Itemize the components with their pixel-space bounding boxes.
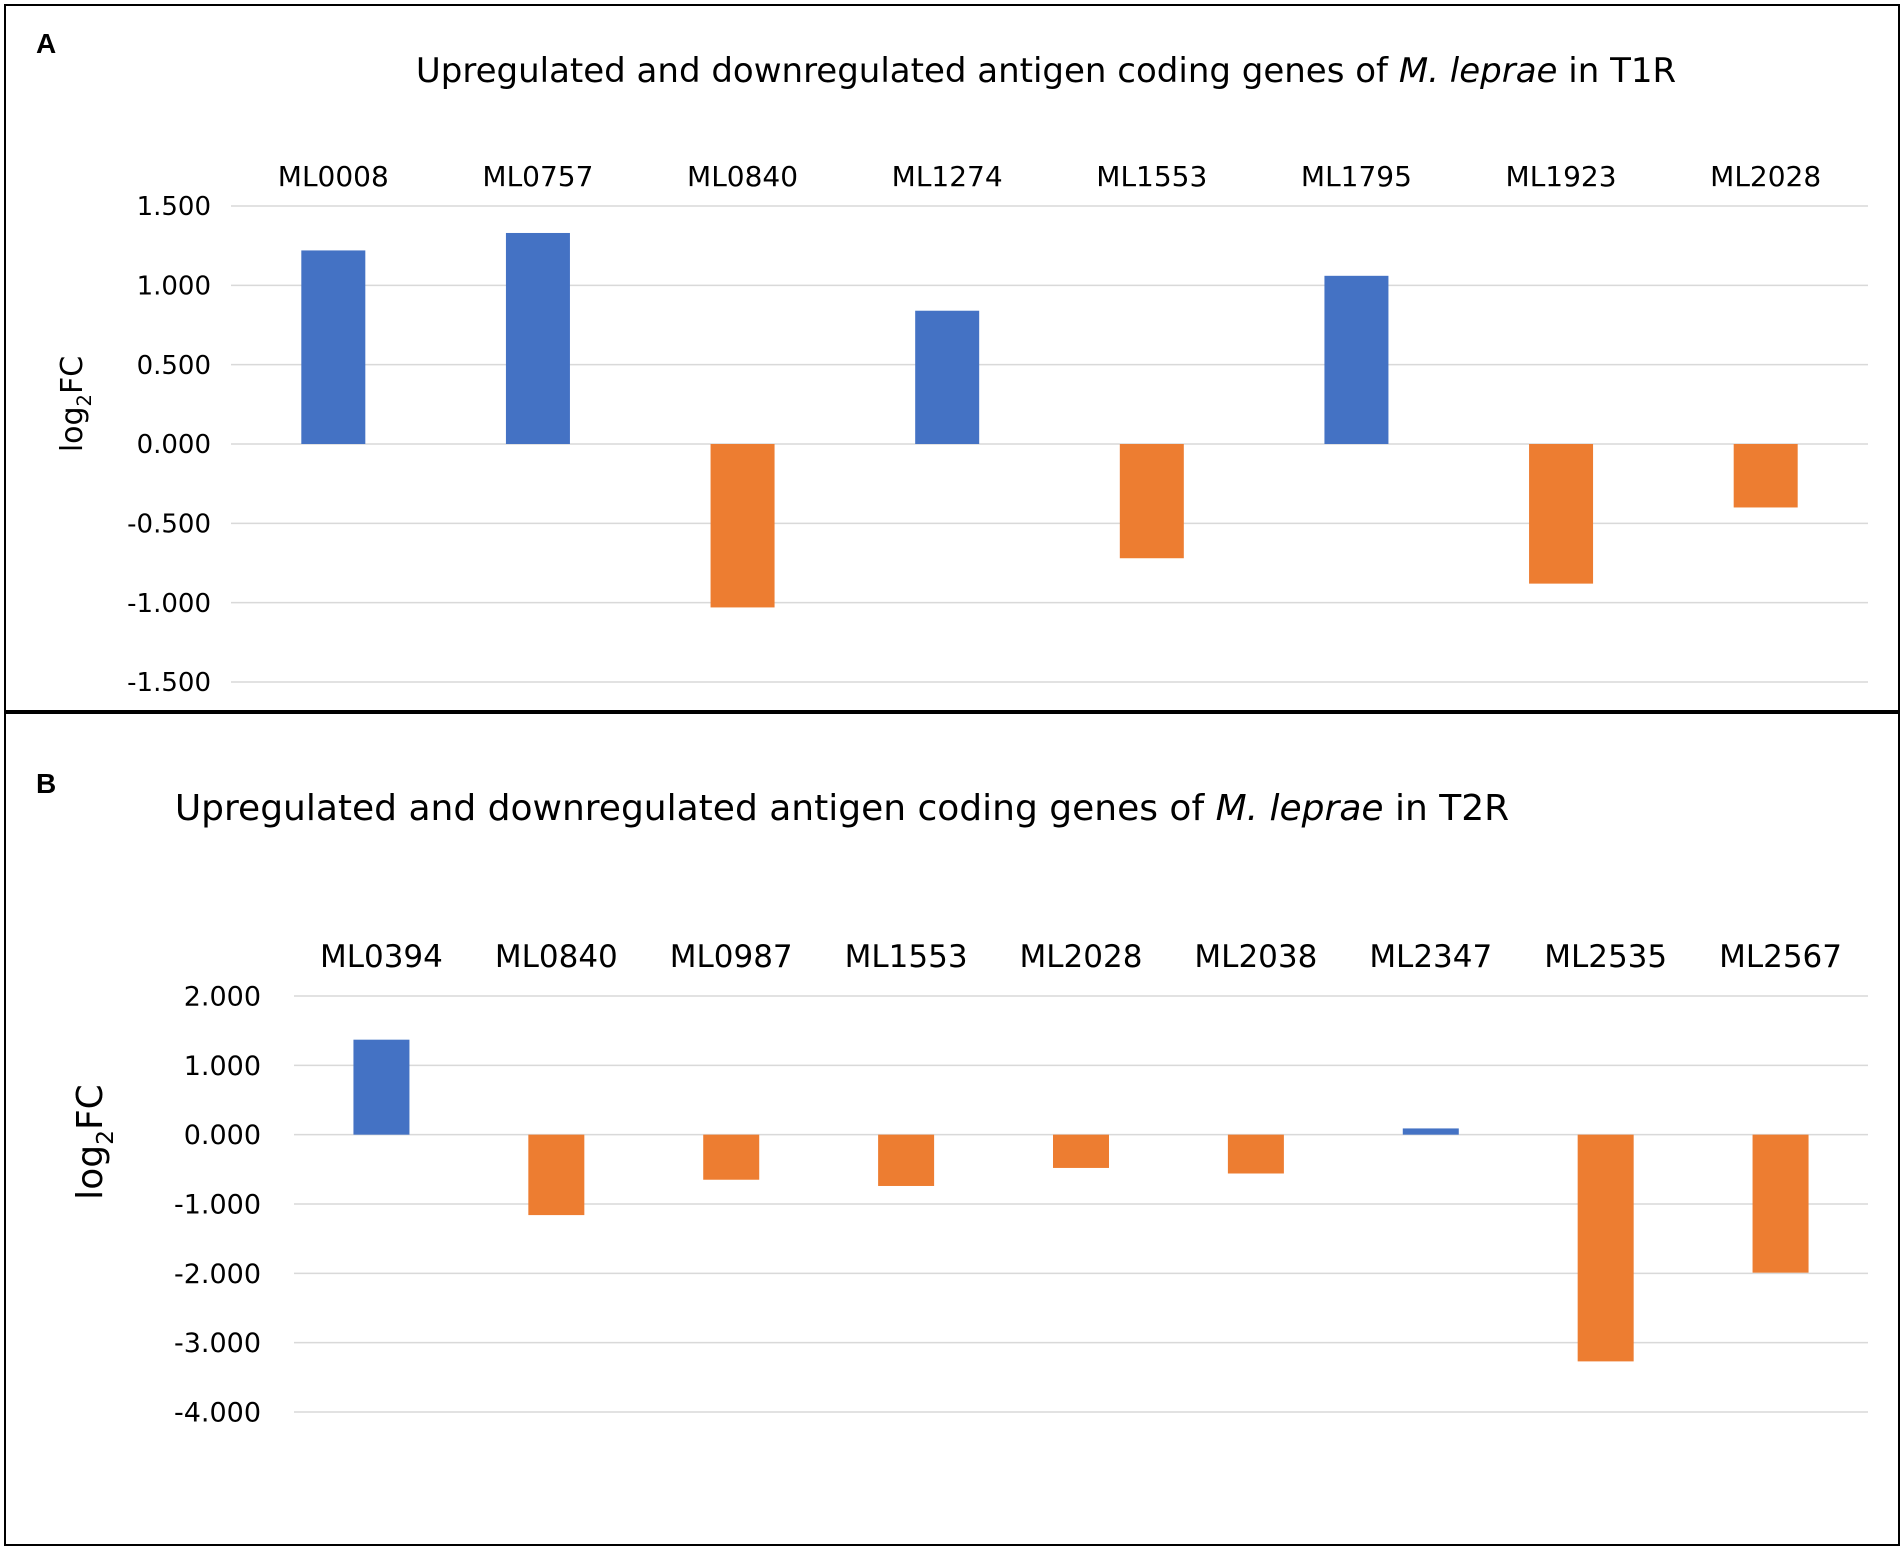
bar-ml2038: [1227, 1134, 1284, 1174]
y-tick-label: 1.000: [137, 271, 211, 301]
category-label: ML2567: [1719, 939, 1842, 975]
chart-title-part: M. leprae: [1216, 788, 1384, 829]
panel-b: B Upregulated and downregulated antigen …: [4, 712, 1900, 1546]
bar-ml1923: [1529, 444, 1594, 584]
chart-title-part: Upregulated and downregulated antigen co…: [175, 788, 1216, 829]
y-axis-label-main: log: [55, 406, 90, 452]
y-tick-label: -1.000: [174, 1189, 261, 1220]
panel-b-letter: B: [36, 768, 57, 799]
category-label: ML2038: [1194, 939, 1317, 975]
bar-ml2028: [1053, 1134, 1109, 1168]
bar-ml0008: [301, 250, 366, 444]
bar-ml0757: [505, 232, 570, 444]
y-axis-label-rest: FC: [55, 356, 90, 394]
y-tick-label: -2.000: [174, 1259, 261, 1290]
category-label: ML2028: [1710, 160, 1821, 193]
bar-ml1274: [915, 310, 980, 444]
chart-a: Upregulated and downregulated antigen co…: [55, 51, 1868, 698]
chart-title: Upregulated and downregulated antigen co…: [175, 788, 1509, 829]
bar-ml2028: [1733, 444, 1798, 508]
y-tick-label: 1.000: [184, 1051, 261, 1082]
category-label: ML0394: [320, 939, 443, 975]
category-label: ML1553: [1096, 160, 1207, 193]
y-tick-label: 0.000: [137, 430, 211, 460]
y-axis-label-sub: 2: [91, 1130, 119, 1145]
panel-a: A Upregulated and downregulated antigen …: [4, 4, 1900, 712]
category-label: ML0757: [482, 160, 593, 193]
y-tick-label: -1.500: [127, 668, 211, 698]
y-axis-label: log2FC: [70, 1084, 119, 1200]
y-tick-label: -0.500: [127, 509, 211, 539]
y-tick-label: 0.000: [184, 1120, 261, 1151]
y-tick-label: -3.000: [174, 1328, 261, 1359]
y-tick-label: 1.500: [137, 192, 211, 222]
chart-title-part: Upregulated and downregulated antigen co…: [416, 51, 1399, 91]
y-axis-label-sub: 2: [73, 394, 96, 406]
category-label: ML2347: [1369, 939, 1492, 975]
bar-ml1553: [878, 1134, 935, 1186]
y-axis-label-main: log: [70, 1145, 111, 1200]
bar-ml2567: [1752, 1134, 1809, 1273]
category-label: ML2028: [1020, 939, 1143, 975]
category-label: ML1274: [892, 160, 1003, 193]
chart-title-part: in T2R: [1384, 788, 1510, 829]
category-label: ML0840: [495, 939, 618, 975]
category-label: ML0008: [278, 160, 389, 193]
category-label: ML1795: [1301, 160, 1412, 193]
y-tick-label: -1.000: [127, 589, 211, 619]
bar-ml1795: [1324, 275, 1389, 444]
category-label: ML2535: [1544, 939, 1667, 975]
bar-ml2535: [1577, 1134, 1634, 1362]
bar-ml0987: [703, 1134, 760, 1180]
chart-title-part: in T1R: [1557, 51, 1676, 91]
y-tick-label: 2.000: [184, 981, 261, 1012]
bar-ml0840: [528, 1134, 585, 1216]
category-label: ML0987: [670, 939, 793, 975]
bar-ml1553: [1119, 444, 1184, 559]
y-tick-label: -4.000: [174, 1397, 261, 1428]
bar-ml0394: [353, 1039, 410, 1135]
chart-title-part: M. leprae: [1399, 51, 1558, 91]
chart-title: Upregulated and downregulated antigen co…: [416, 51, 1676, 91]
y-axis-label: log2FC: [55, 356, 96, 452]
y-axis-label-rest: FC: [70, 1084, 111, 1130]
panel-a-letter: A: [36, 28, 57, 59]
bar-ml2347: [1402, 1128, 1459, 1135]
category-label: ML1923: [1506, 160, 1617, 193]
category-label: ML0840: [687, 160, 798, 193]
bar-ml0840: [710, 444, 775, 608]
chart-b: Upregulated and downregulated antigen co…: [70, 788, 1868, 1428]
y-tick-label: 0.500: [137, 351, 211, 381]
category-label: ML1553: [845, 939, 968, 975]
